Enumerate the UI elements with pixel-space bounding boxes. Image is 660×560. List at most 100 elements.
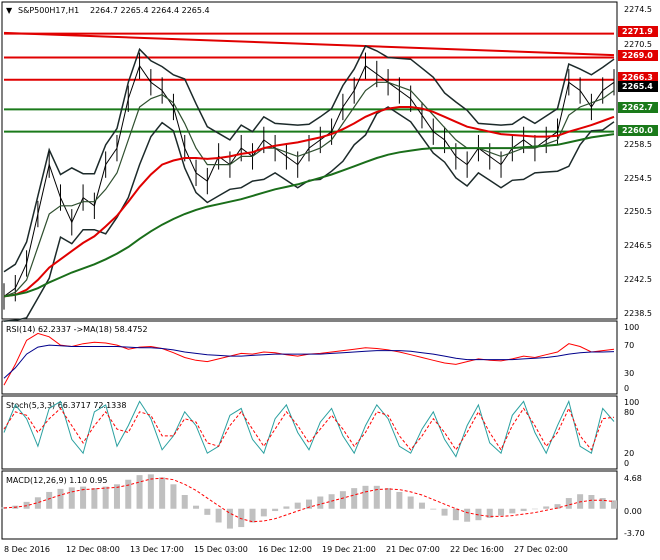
macd-tick: 0.00 <box>624 507 642 516</box>
macd-bar <box>385 488 392 509</box>
macd-bar <box>80 486 87 509</box>
macd-bar <box>441 508 448 516</box>
level-tag-bg <box>618 72 658 83</box>
macd-bar <box>396 491 403 509</box>
stoch-k-line <box>3 399 615 458</box>
stoch-tick: 0 <box>624 459 629 468</box>
macd-bar <box>159 477 166 509</box>
macd-bar <box>588 494 595 509</box>
macd-bar <box>238 508 245 528</box>
rsi-ma-line <box>3 344 615 379</box>
x-tick: 21 Dec 07:00 <box>386 545 440 554</box>
x-tick: 27 Dec 02:00 <box>514 545 568 554</box>
macd-bar <box>554 504 561 509</box>
macd-tick: 4.68 <box>624 474 642 483</box>
rsi-tick: 0 <box>624 384 629 393</box>
price-tick: 2254.5 <box>624 174 652 183</box>
macd-bar <box>362 485 369 509</box>
macd-bar <box>509 508 516 514</box>
macd-bar <box>543 506 550 509</box>
resistance-trendline <box>3 31 615 57</box>
stoch-title: Stoch(5,3,3) 66.3717 72.1338 <box>6 401 126 410</box>
macd-bar <box>226 508 233 529</box>
plot-layer <box>1 31 617 529</box>
macd-axis: 4.68 0.00 -3.70 <box>624 474 645 538</box>
x-axis: 8 Dec 2016 12 Dec 08:00 13 Dec 17:00 15 … <box>4 545 568 554</box>
macd-bar <box>611 500 617 509</box>
macd-tick: -3.70 <box>624 529 645 538</box>
macd-bar <box>565 498 572 509</box>
level-tag-2269: 2269.0 <box>622 51 653 60</box>
symbol-label: S&P500H17,H1 <box>18 6 79 15</box>
macd-bar <box>57 488 64 509</box>
rsi-tick: 70 <box>624 341 634 350</box>
x-tick: 19 Dec 21:00 <box>322 545 376 554</box>
x-tick: 13 Dec 17:00 <box>130 545 184 554</box>
macd-bar <box>464 508 471 522</box>
macd-bar <box>91 488 98 509</box>
macd-bar <box>46 491 53 509</box>
macd-bar <box>418 502 425 509</box>
macd-bar <box>351 488 358 509</box>
stoch-axis: 100 80 20 0 <box>624 398 639 468</box>
x-tick: 12 Dec 08:00 <box>66 545 120 554</box>
level-tag-bg <box>618 81 658 92</box>
macd-title: MACD(12,26,9) 1.10 0.95 <box>6 476 107 485</box>
price-axis: 2274.5 2270.5 2258.5 2254.5 2250.5 2246.… <box>624 5 652 318</box>
level-tag-current: 2265.4 <box>622 82 653 91</box>
price-tick: 2274.5 <box>624 5 652 14</box>
macd-bar <box>306 499 312 509</box>
ohlc-label: 2264.7 2265.4 2264.4 2265.4 <box>90 6 210 15</box>
level-tag-2271: 2271.9 <box>622 27 653 36</box>
x-tick: 16 Dec 12:00 <box>258 545 312 554</box>
price-tick: 2250.5 <box>624 207 652 216</box>
rsi-axis: 100 70 30 0 <box>624 323 639 393</box>
macd-bar <box>68 487 75 509</box>
price-tick: 2258.5 <box>624 140 652 149</box>
x-tick: 22 Dec 16:00 <box>450 545 504 554</box>
macd-bar <box>452 508 459 521</box>
chart-menu-icon[interactable]: ▼ <box>6 6 13 15</box>
rsi-title: RSI(14) 62.2337 ->MA(18) 58.4752 <box>6 325 148 334</box>
macd-bar <box>204 508 211 515</box>
level-tag-bg <box>618 102 658 113</box>
price-tick: 2242.5 <box>624 275 652 284</box>
level-tag-2266: 2266.3 <box>622 73 653 82</box>
stoch-panel-frame <box>1 395 618 470</box>
price-tick: 2238.5 <box>624 309 652 318</box>
macd-bar <box>170 484 177 509</box>
macd-bar <box>531 508 538 510</box>
ma-red-line <box>3 106 615 298</box>
macd-bar <box>486 508 493 518</box>
macd-bar <box>215 508 222 523</box>
stoch-d-line <box>3 407 615 451</box>
price-panel-frame <box>1 1 618 320</box>
rsi-tick: 100 <box>624 323 639 332</box>
x-tick: 15 Dec 03:00 <box>194 545 248 554</box>
price-tick: 2270.5 <box>624 40 652 49</box>
macd-bar <box>520 508 527 512</box>
level-tag-bg <box>618 125 658 136</box>
macd-bar <box>498 508 505 516</box>
macd-bar <box>599 498 606 509</box>
x-tick: 8 Dec 2016 <box>4 545 50 554</box>
stoch-tick: 20 <box>624 449 634 458</box>
macd-bar <box>272 508 279 512</box>
stoch-tick: 80 <box>624 408 634 417</box>
upper-band <box>3 45 615 273</box>
level-tags: 2271.9 2269.0 2266.3 2265.4 2262.7 2260.… <box>618 26 658 136</box>
macd-bar <box>407 496 414 509</box>
level-tag-2260: 2260.0 <box>622 126 653 135</box>
macd-bar <box>113 484 120 509</box>
macd-bar <box>294 502 301 509</box>
level-tag-2262: 2262.7 <box>622 103 653 112</box>
macd-bar <box>317 496 324 509</box>
macd-bar <box>249 508 256 523</box>
macd-bar <box>125 479 132 509</box>
macd-signal-line <box>3 477 615 523</box>
rsi-tick: 30 <box>624 369 634 378</box>
macd-bar <box>147 474 154 509</box>
price-tick: 2246.5 <box>624 241 652 250</box>
level-tag-bg <box>618 26 658 37</box>
